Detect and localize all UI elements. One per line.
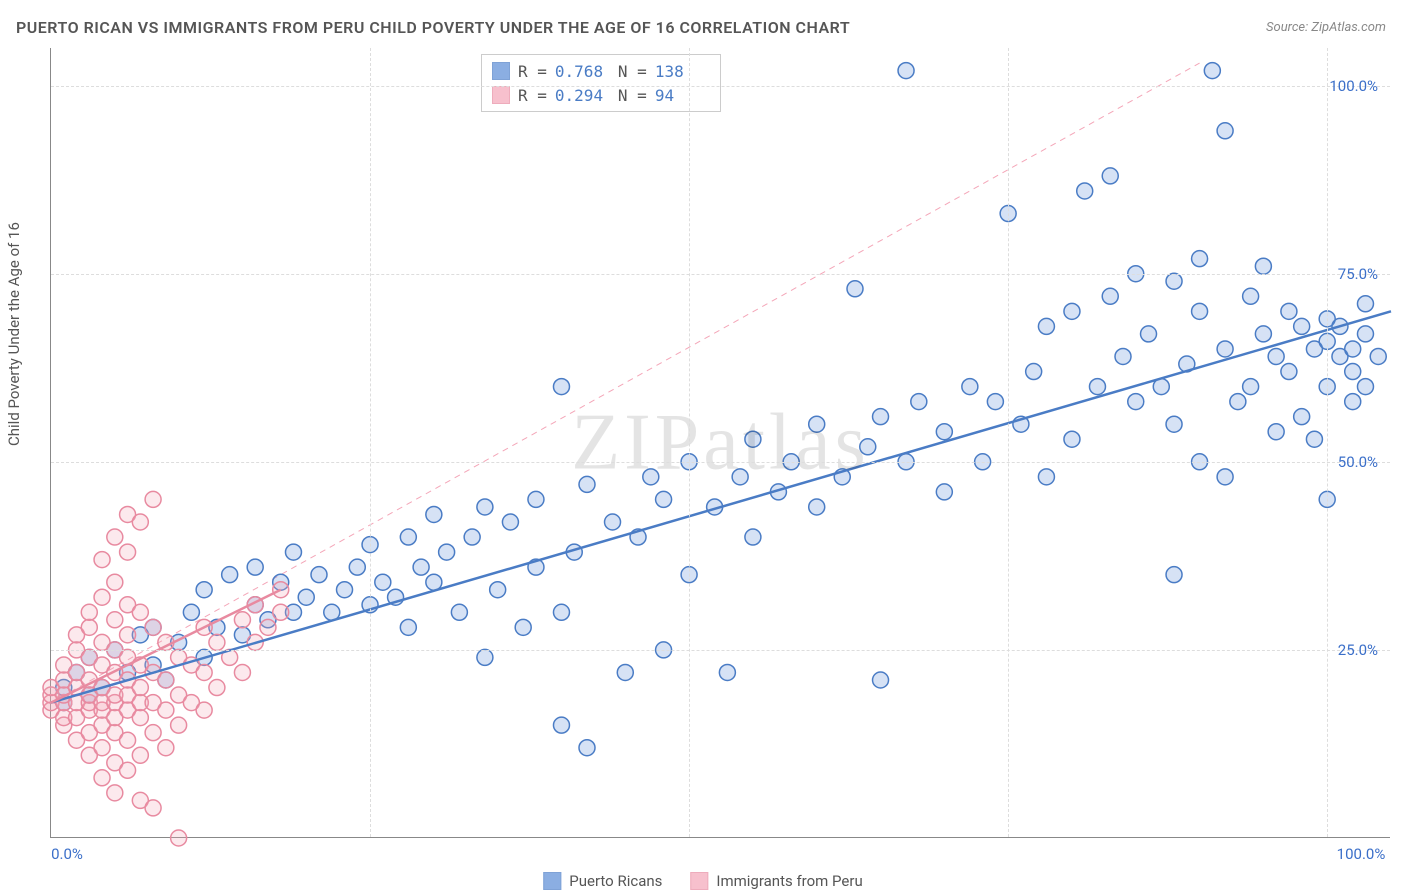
y-tick-label: 25.0% [1338, 641, 1378, 659]
gridline-h [51, 650, 1390, 651]
stats-legend-box: R = 0.768 N = 138 R = 0.294 N = 94 [481, 54, 721, 112]
n-value-series-2: 94 [655, 86, 710, 105]
plot-area: ZIPatlas R = 0.768 N = 138 R = 0.294 N =… [50, 48, 1390, 838]
y-tick-label: 100.0% [1329, 77, 1378, 95]
x-tick-start: 0.0% [51, 845, 83, 863]
source-attribution: Source: ZipAtlas.com [1266, 20, 1386, 35]
chart-title: PUERTO RICAN VS IMMIGRANTS FROM PERU CHI… [16, 18, 850, 37]
n-label: N = [618, 62, 647, 81]
gridline-h [51, 462, 1390, 463]
y-tick-label: 50.0% [1338, 453, 1378, 471]
legend-item-1: Puerto Ricans [543, 872, 662, 890]
gridline-v [1008, 48, 1009, 837]
legend-label-2: Immigrants from Peru [716, 872, 862, 890]
chart-container: PUERTO RICAN VS IMMIGRANTS FROM PERU CHI… [0, 0, 1406, 892]
legend-label-1: Puerto Ricans [569, 872, 662, 890]
swatch-series-1 [543, 872, 561, 890]
swatch-series-2 [690, 872, 708, 890]
r-value-series-2: 0.294 [555, 86, 610, 105]
scatter-svg [51, 48, 1390, 837]
r-label: R = [518, 86, 547, 105]
legend-item-2: Immigrants from Peru [690, 872, 862, 890]
legend-bottom: Puerto Ricans Immigrants from Peru [543, 872, 862, 890]
gridline-v [689, 48, 690, 837]
r-value-series-1: 0.768 [555, 62, 610, 81]
r-label: R = [518, 62, 547, 81]
gridline-h [51, 86, 1390, 87]
x-tick-end: 100.0% [1337, 845, 1386, 863]
y-tick-label: 75.0% [1338, 265, 1378, 283]
n-label: N = [618, 86, 647, 105]
gridline-v [1327, 48, 1328, 837]
n-value-series-1: 138 [655, 62, 710, 81]
swatch-series-1 [492, 62, 510, 80]
gridline-v [370, 48, 371, 837]
stats-row-series-1: R = 0.768 N = 138 [492, 59, 710, 83]
y-axis-label: Child Poverty Under the Age of 16 [5, 222, 23, 446]
gridline-h [51, 274, 1390, 275]
swatch-series-2 [492, 86, 510, 104]
